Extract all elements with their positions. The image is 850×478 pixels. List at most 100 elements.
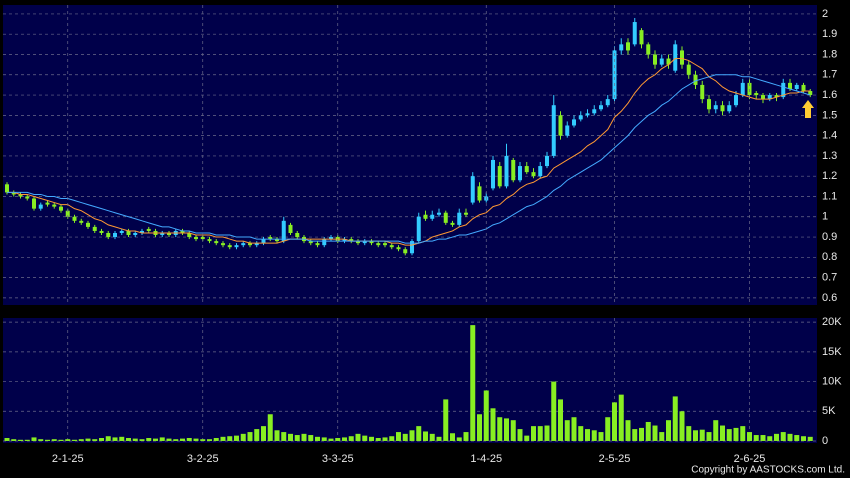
candle-body — [416, 216, 421, 242]
y-tick-label: 15K — [822, 346, 842, 358]
candle-body — [187, 232, 192, 238]
y-tick-label: 1 — [822, 211, 828, 223]
candle-body — [470, 176, 475, 203]
candle-body — [160, 232, 165, 236]
volume-bar — [450, 433, 455, 441]
candle-body — [32, 198, 36, 209]
candle-body — [761, 95, 765, 100]
y-tick-label: 1.4 — [822, 130, 837, 142]
volume-bar — [517, 429, 523, 441]
candle-body — [5, 184, 9, 193]
candle-body — [497, 166, 502, 187]
candle-body — [45, 202, 50, 205]
volume-bar — [396, 432, 401, 441]
candle-body — [356, 241, 360, 244]
candle-body — [673, 44, 678, 71]
candle-body — [612, 50, 617, 100]
y-tick-label: 10K — [822, 375, 842, 387]
candle-body — [234, 245, 239, 248]
volume-bar — [801, 436, 806, 441]
candle-body — [538, 166, 543, 177]
volume-bar — [126, 438, 131, 441]
candle-body — [308, 241, 313, 244]
candle-body — [369, 241, 374, 244]
candle-body — [788, 82, 792, 89]
candle-body — [558, 115, 563, 136]
candle-body — [693, 74, 698, 85]
volume-bar — [38, 439, 44, 441]
y-tick-label: 20K — [822, 316, 842, 328]
candle-body — [207, 239, 212, 242]
volume-bar — [490, 408, 496, 441]
candle-body — [167, 232, 171, 236]
candle-body — [720, 105, 725, 112]
volume-bar — [11, 439, 17, 441]
candle-body — [437, 212, 441, 215]
volume-bar — [807, 436, 813, 441]
volume-bar — [369, 436, 374, 441]
volume-bar — [544, 425, 550, 441]
volume-bar — [456, 437, 462, 441]
volume-bar — [504, 418, 509, 441]
candle-body — [119, 230, 124, 233]
candle-body — [619, 44, 624, 51]
candle-body — [65, 210, 70, 217]
candle-body — [423, 214, 428, 219]
volume-bar — [220, 436, 226, 441]
volume-bar — [598, 432, 604, 441]
y-tick-label: 1.7 — [822, 69, 837, 81]
volume-bar — [193, 438, 199, 441]
volume-bar — [267, 414, 273, 441]
candle-body — [133, 232, 138, 236]
volume-bar — [429, 433, 435, 441]
y-tick-label: 1.5 — [822, 109, 837, 121]
candle-body — [727, 105, 732, 112]
volume-bar — [254, 429, 260, 441]
candle-body — [707, 99, 711, 110]
candle-body — [268, 237, 273, 240]
volume-bar — [375, 438, 381, 441]
candle-body — [430, 214, 435, 219]
candle-body — [329, 237, 333, 240]
candle-body — [92, 226, 97, 231]
volume-bar — [119, 436, 125, 441]
candle-body — [754, 93, 759, 96]
candle-body — [605, 99, 610, 106]
volume-bar — [301, 433, 307, 441]
volume-bar — [794, 435, 800, 441]
candle-body — [578, 115, 583, 120]
volume-bar — [335, 438, 341, 441]
volume-bar — [85, 438, 91, 441]
candle-body — [740, 82, 745, 96]
volume-bar — [652, 425, 658, 441]
volume-bar — [605, 417, 611, 441]
volume-bar — [524, 435, 530, 441]
volume-bar — [92, 439, 98, 441]
volume-bar — [58, 439, 64, 441]
volume-bar — [733, 427, 739, 441]
volume-bar — [679, 411, 685, 441]
candle-body — [774, 95, 779, 98]
volume-bar — [591, 430, 597, 441]
volume-bar — [672, 396, 678, 441]
volume-bar — [321, 437, 327, 441]
volume-bar — [423, 431, 428, 441]
candle-body — [275, 239, 279, 242]
volume-bar — [564, 420, 570, 441]
volume-bar — [409, 430, 415, 441]
volume-bar — [659, 432, 665, 441]
volume-bar — [686, 426, 692, 441]
candle-body — [700, 84, 705, 100]
candle-body — [531, 172, 536, 177]
volume-bar — [315, 436, 320, 441]
volume-bar — [612, 402, 617, 441]
candle-body — [389, 245, 394, 248]
candle-body — [52, 204, 57, 207]
volume-bar — [180, 438, 185, 441]
y-tick-label: 2 — [822, 8, 828, 20]
candle-body — [146, 228, 151, 231]
volume-bar — [470, 325, 476, 441]
volume-bar — [551, 381, 557, 441]
chart-layer: 0.6 0.7 0.8 0.9 1 1.1 1.2 1.3 1.4 1.5 1.6 1.7 1.8 1.9… — [3, 5, 842, 465]
candle-body — [72, 216, 77, 221]
